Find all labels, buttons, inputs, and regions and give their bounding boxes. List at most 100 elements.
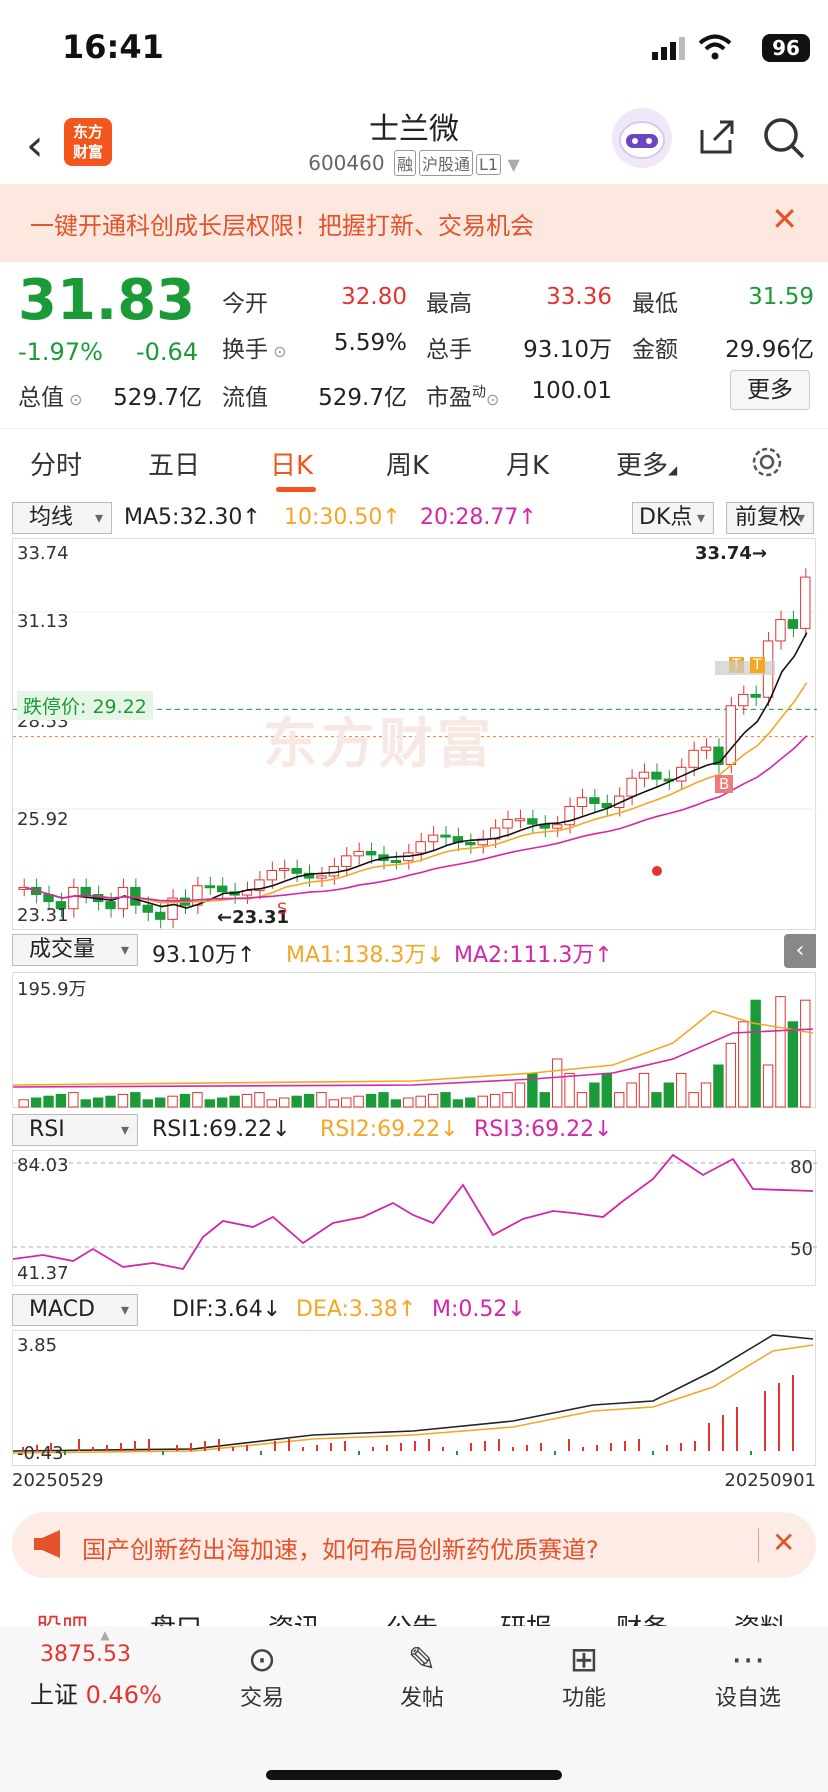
stock-header: ‹ 东方 财富 士兰微 600460 融沪股通 L1 ▼	[0, 96, 828, 184]
tab-research[interactable]: 研报	[500, 1608, 552, 1626]
volume-bar	[55, 1093, 67, 1108]
tab-finance[interactable]: 财务	[616, 1608, 668, 1626]
tab-daily-k[interactable]: 日K	[270, 451, 314, 481]
ma5-value: MA5:32.30↑	[124, 505, 261, 530]
value-low: 31.59	[748, 284, 814, 310]
app-logo: 东方 财富	[64, 118, 112, 166]
close-icon[interactable]: ✕	[772, 1526, 796, 1559]
volume-bar	[663, 1082, 675, 1108]
macd-dif: DIF:3.64↓	[172, 1297, 282, 1322]
high-marker: 33.74→	[695, 543, 768, 564]
status-bar: 16:41 96	[0, 0, 828, 96]
collapse-icon[interactable]: ‹	[784, 934, 816, 968]
candle-body	[576, 797, 588, 807]
info-icon[interactable]: ⊙	[486, 390, 500, 409]
edit-icon: ✎	[407, 1640, 437, 1680]
signal-icon	[652, 36, 688, 64]
candle-body	[130, 886, 141, 906]
close-icon[interactable]: ✕	[771, 200, 798, 238]
index-name: 上证	[30, 1681, 78, 1709]
volume-ma1: MA1:138.3万↓	[286, 943, 445, 968]
info-icon[interactable]: ⊙	[268, 342, 287, 361]
volume-bar	[316, 1092, 327, 1108]
promo-banner[interactable]: 一键开通科创成长层权限！把握打新、交易机会 ✕	[0, 184, 828, 262]
label-turnover: 换手 ⊙	[222, 337, 287, 363]
volume-bar	[750, 999, 761, 1108]
candle-body	[328, 865, 340, 877]
volume-bar	[576, 1092, 588, 1108]
news-promo-banner[interactable]: 国产创新药出海加速，如何布局创新药优质赛道? ✕	[12, 1512, 816, 1578]
candle-body	[440, 834, 451, 838]
volume-bar	[514, 1082, 526, 1108]
tab-monthly-k[interactable]: 月K	[506, 451, 550, 481]
candle-body	[204, 885, 215, 889]
low-marker: ←23.31	[217, 907, 290, 928]
rsi-panel[interactable]: 84.03 41.37 80 50	[12, 1150, 817, 1286]
volume-bar	[117, 1093, 129, 1108]
macd-select-dropdown[interactable]: MACD	[12, 1294, 138, 1326]
tab-pankou[interactable]: 盘口	[150, 1608, 202, 1626]
candle-body	[415, 841, 426, 854]
date-start: 20250529	[12, 1470, 104, 1491]
index-widget[interactable]: ▲ 3875.53 上证 0.46%	[30, 1628, 180, 1710]
tab-five-day[interactable]: 五日	[148, 451, 201, 481]
info-icon[interactable]: ⊙	[64, 390, 83, 409]
y-label-min: 23.31	[17, 905, 69, 926]
trade-label: 交易	[239, 1686, 284, 1711]
back-icon[interactable]: ‹	[26, 120, 44, 171]
dk-point-dropdown[interactable]: DK点	[632, 502, 714, 534]
candlestick-panel[interactable]: 东方财富 33.74 31.13 28.53 25.92 23.31 跌停价: …	[12, 538, 817, 930]
tab-guba[interactable]: 股吧	[36, 1608, 88, 1626]
volume-bar	[167, 1095, 178, 1108]
ma10-value: 10:30.50↑	[284, 505, 401, 530]
volume-bar	[254, 1092, 265, 1108]
volume-bar	[105, 1095, 116, 1108]
tab-intraday[interactable]: 分时	[30, 451, 83, 481]
functions-button[interactable]: ⊞ 功能	[544, 1640, 624, 1712]
candle-body	[68, 886, 79, 910]
gear-icon[interactable]	[750, 445, 784, 483]
volume-bar	[179, 1093, 191, 1108]
tag-margin: 融	[393, 150, 416, 176]
tab-weekly-k[interactable]: 周K	[386, 451, 430, 481]
volume-y-max: 195.9万	[17, 979, 87, 1000]
volume-bar	[465, 1097, 476, 1108]
ai-robot-icon[interactable]	[612, 108, 672, 168]
volume-bar	[651, 1092, 662, 1108]
more-button[interactable]: 更多	[730, 370, 810, 410]
volume-bar	[477, 1095, 488, 1108]
t-marker-right: T	[750, 657, 765, 673]
rsi-select-dropdown[interactable]: RSI	[12, 1114, 138, 1146]
candle-body	[390, 859, 402, 863]
tab-news[interactable]: 资讯	[268, 1608, 320, 1626]
volume-bar	[713, 1064, 724, 1108]
stock-code-row[interactable]: 600460 融沪股通 L1 ▼	[0, 150, 828, 176]
search-icon[interactable]	[762, 116, 806, 170]
tab-announce[interactable]: 公告	[386, 1608, 438, 1626]
volume-ma2-line	[12, 1028, 814, 1088]
limit-down-label: 跌停价: 29.22	[17, 691, 153, 720]
trade-button[interactable]: ⊙ 交易	[222, 1640, 302, 1712]
volume-select-dropdown[interactable]: 成交量	[12, 934, 138, 966]
tab-profile[interactable]: 资料	[734, 1608, 786, 1626]
volume-bar	[589, 1082, 600, 1108]
rsi-svg	[12, 1153, 817, 1271]
candle-body	[266, 869, 278, 881]
adjust-button[interactable]: 前复权	[726, 502, 814, 534]
rsi-ref-50: 50	[790, 1239, 813, 1260]
add-watchlist-button[interactable]: ⋯ 设自选	[702, 1640, 794, 1712]
label-high: 最高	[426, 291, 472, 317]
ma5-line	[24, 632, 808, 909]
volume-panel[interactable]: 195.9万	[12, 972, 816, 1108]
s-marker: S	[277, 899, 288, 918]
volume-bar	[130, 1092, 141, 1108]
rsi-line	[12, 1153, 814, 1271]
post-button[interactable]: ✎ 发帖	[382, 1640, 462, 1712]
divider	[758, 1528, 759, 1562]
ma-select-dropdown[interactable]: 均线	[12, 502, 112, 534]
candle-body	[279, 867, 290, 871]
share-icon[interactable]	[696, 116, 738, 168]
macd-panel[interactable]: 3.85 -0.43	[12, 1330, 816, 1466]
y-label-2: 31.13	[17, 611, 69, 632]
tab-more[interactable]: 更多◢	[616, 451, 678, 481]
